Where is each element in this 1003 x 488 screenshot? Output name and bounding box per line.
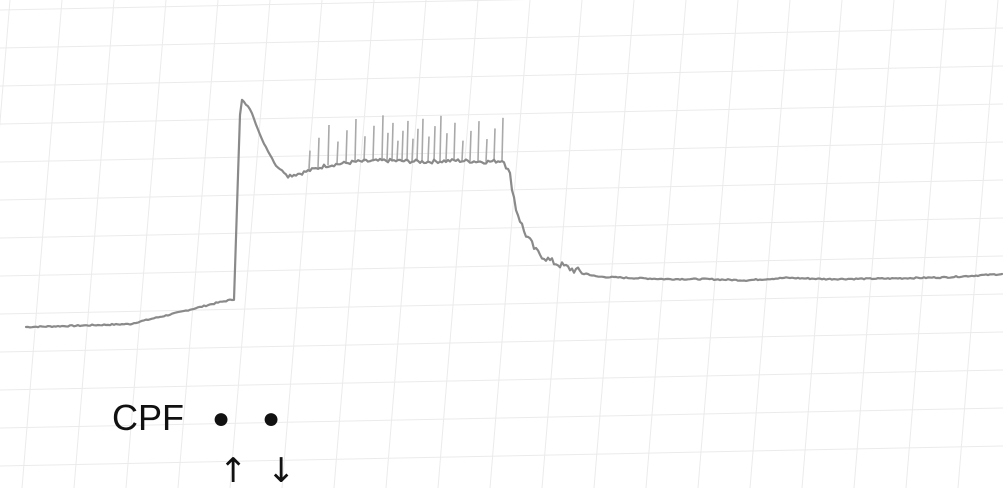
- trace-line: [24, 98, 1003, 329]
- trace-spike: [421, 118, 424, 162]
- up-arrow: ↑: [219, 451, 248, 488]
- grid-line-vertical: [0, 0, 11, 129]
- trace-spike: [493, 128, 496, 162]
- trace-spike: [308, 150, 311, 171]
- trace-spike: [372, 125, 375, 162]
- grid-line-horizontal: [0, 369, 1003, 391]
- grid-line-vertical: [21, 0, 63, 488]
- cpf-start-marker: ●: [212, 402, 230, 435]
- grid-line-vertical: [489, 0, 531, 488]
- trace-spike: [327, 124, 330, 166]
- trace-spike: [396, 140, 399, 161]
- grid-line-vertical: [801, 0, 843, 488]
- grid-line-vertical: [73, 0, 115, 488]
- grid-line-horizontal: [0, 445, 1003, 467]
- grid-line-horizontal: [0, 293, 1003, 315]
- grid-line-vertical: [281, 0, 323, 488]
- grid-line-vertical: [957, 0, 999, 488]
- grid-line-horizontal: [0, 103, 1003, 125]
- trace-spike: [439, 115, 442, 162]
- trace-spike: [477, 121, 480, 162]
- trace-spike: [336, 141, 339, 165]
- grid-line-horizontal: [0, 217, 1003, 239]
- grid-line-vertical: [437, 0, 479, 488]
- trace-spikes: [308, 115, 504, 171]
- trace-spike: [501, 117, 504, 161]
- trace-spike: [461, 140, 464, 161]
- cpf-stop-marker: ●: [262, 402, 280, 435]
- trace-spike: [427, 136, 430, 162]
- trace-spike: [416, 128, 419, 162]
- cpf-label: CPF: [112, 397, 184, 438]
- grid-line-vertical: [645, 0, 687, 488]
- trace-spike: [469, 130, 472, 162]
- grid-line-horizontal: [0, 331, 1003, 353]
- trace-spike: [445, 133, 448, 161]
- trace-spike: [401, 130, 404, 162]
- grid-line-vertical: [541, 0, 583, 488]
- trace-spike: [386, 132, 389, 161]
- trace-spike: [485, 139, 488, 162]
- trace-spike: [363, 136, 366, 162]
- grid-line-vertical: [905, 0, 947, 488]
- grid-line-vertical: [229, 0, 271, 488]
- grid-line-vertical: [593, 0, 635, 488]
- grid-line-horizontal: [0, 65, 1003, 87]
- grid-line-vertical: [749, 0, 791, 488]
- trace-spike: [433, 126, 436, 162]
- grid-line-vertical: [125, 0, 167, 488]
- grid-line-horizontal: [0, 27, 1003, 49]
- trace-spike: [406, 120, 409, 162]
- grid-line-vertical: [697, 0, 739, 488]
- grid-line-vertical: [385, 0, 427, 488]
- grid-line-vertical: [333, 0, 375, 488]
- trace-spike: [453, 122, 456, 161]
- grid-line-horizontal: [0, 255, 1003, 277]
- grid-line-horizontal: [0, 407, 1003, 429]
- trace-spike: [354, 119, 357, 162]
- cpf-annotation: CPF ● ● ↑ ↓: [112, 397, 296, 488]
- grid-line-vertical: [853, 0, 895, 488]
- trace-spike: [411, 138, 414, 162]
- trace-spike: [381, 115, 384, 161]
- down-arrow: ↓: [267, 451, 296, 488]
- grid-line-horizontal: [0, 179, 1003, 201]
- grid-line-horizontal: [0, 0, 527, 11]
- trace-spike: [317, 137, 320, 169]
- trace-spike: [345, 130, 348, 164]
- trace-spike: [391, 122, 394, 161]
